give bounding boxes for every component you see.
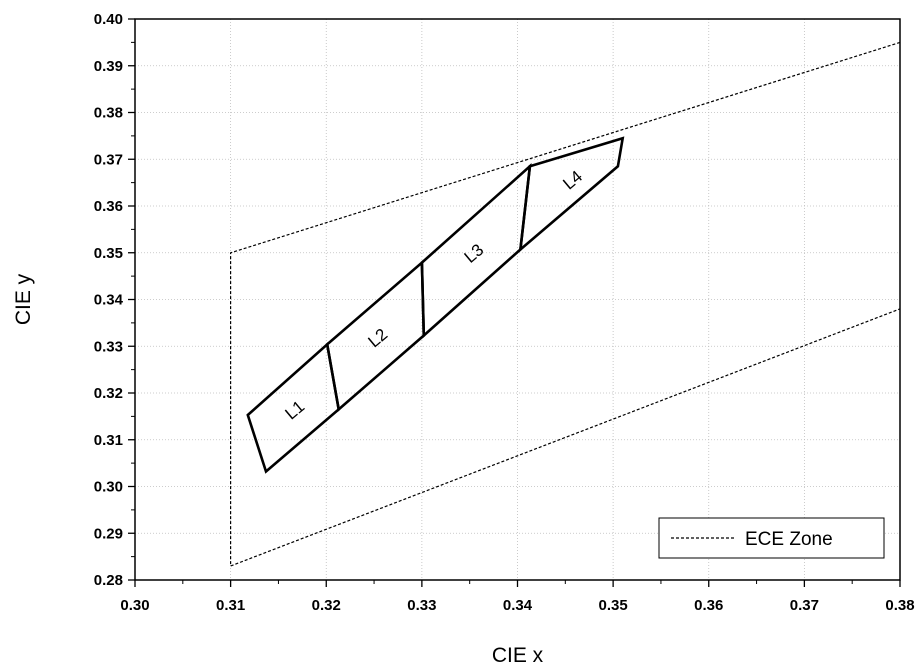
x-tick-label: 0.37: [790, 597, 819, 614]
y-tick-label: 0.29: [94, 525, 123, 542]
region-label-l2: L2: [365, 325, 392, 352]
x-tick-label: 0.32: [312, 597, 341, 614]
x-tick-label: 0.38: [885, 597, 914, 614]
y-tick-label: 0.35: [94, 245, 123, 262]
region-label-l1: L1: [282, 397, 309, 424]
y-tick-label: 0.34: [94, 292, 124, 309]
y-tick-label: 0.30: [94, 479, 123, 496]
y-tick-label: 0.40: [94, 11, 123, 28]
y-tick-label: 0.39: [94, 58, 123, 75]
ece-zone-series: [230, 41, 901, 567]
x-tick-label: 0.31: [216, 597, 245, 614]
axis-ticks: [128, 18, 901, 587]
y-tick-label: 0.38: [94, 105, 123, 122]
y-tick-label: 0.33: [94, 338, 123, 355]
region-l4: [518, 136, 625, 253]
ece-zone-line: [230, 41, 901, 567]
y-tick-label: 0.36: [94, 198, 123, 215]
y-tick-label: 0.37: [94, 151, 123, 168]
x-tick-label: 0.30: [120, 597, 149, 614]
legend: ECE Zone: [658, 517, 885, 559]
y-tick-label: 0.28: [94, 572, 123, 589]
x-axis-title: CIE x: [492, 644, 544, 667]
grid-lines: [135, 19, 900, 580]
legend-entry-ece-zone: ECE Zone: [745, 529, 833, 550]
x-tick-label: 0.33: [407, 597, 436, 614]
y-tick-label: 0.31: [94, 432, 123, 449]
y-axis-title: CIE y: [12, 273, 35, 325]
y-tick-label: 0.32: [94, 385, 123, 402]
region-label-l3: L3: [461, 240, 488, 267]
x-tick-label: 0.35: [599, 597, 628, 614]
tick-labels: 0.30 0.31 0.32 0.33 0.34 0.35 0.36 0.37 0.38 0.28…: [94, 11, 915, 614]
region-label-l4: L4: [559, 167, 586, 194]
x-tick-label: 0.36: [694, 597, 723, 614]
x-tick-label: 0.34: [503, 597, 533, 614]
